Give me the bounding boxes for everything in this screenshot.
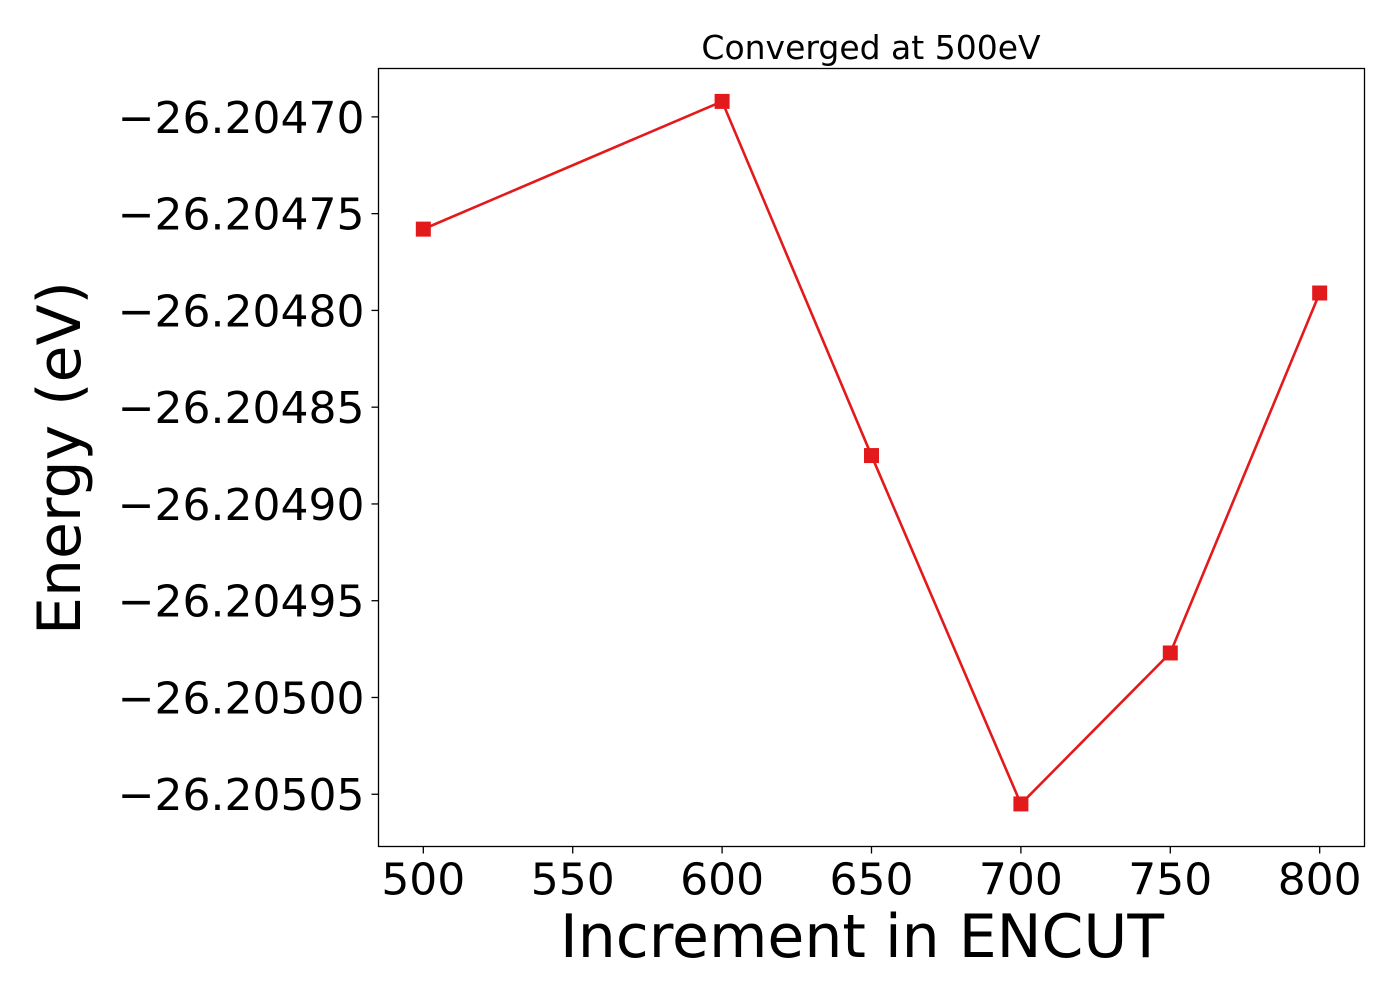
- data-series: [415, 93, 1328, 812]
- data-point-marker: [1312, 285, 1328, 301]
- axis-ticks: 500 550 600 650 700 750 800 −26.20470 −26.20475 −…: [118, 93, 1362, 906]
- y-tick-label: −26.20490: [118, 480, 365, 531]
- data-point-marker: [714, 93, 730, 109]
- x-tick-label: 700: [979, 855, 1063, 906]
- data-point-marker: [415, 221, 431, 237]
- y-tick-label: −26.20505: [118, 770, 365, 821]
- data-point-marker: [864, 448, 879, 464]
- chart-title: Converged at 500eV: [701, 28, 1041, 67]
- y-tick-label: −26.20500: [118, 673, 365, 724]
- y-tick-label: −26.20480: [118, 286, 365, 337]
- x-tick-label: 650: [830, 855, 914, 906]
- y-tick-label: −26.20495: [118, 577, 365, 628]
- x-tick-label: 750: [1128, 855, 1212, 906]
- y-tick-label: −26.20475: [118, 190, 365, 241]
- x-tick-label: 600: [680, 855, 764, 906]
- x-tick-label: 550: [531, 855, 615, 906]
- y-axis-label: Energy (eV): [25, 281, 95, 635]
- data-point-marker: [1013, 796, 1029, 812]
- data-point-marker: [1162, 645, 1178, 661]
- y-tick-label: −26.20470: [118, 93, 365, 144]
- x-axis-label: Increment in ENCUT: [560, 902, 1164, 972]
- y-tick-label: −26.20485: [118, 383, 365, 434]
- x-tick-label: 800: [1278, 855, 1362, 906]
- series-line: [422, 100, 1321, 806]
- x-tick-label: 500: [381, 855, 465, 906]
- plot-frame: [377, 67, 1366, 848]
